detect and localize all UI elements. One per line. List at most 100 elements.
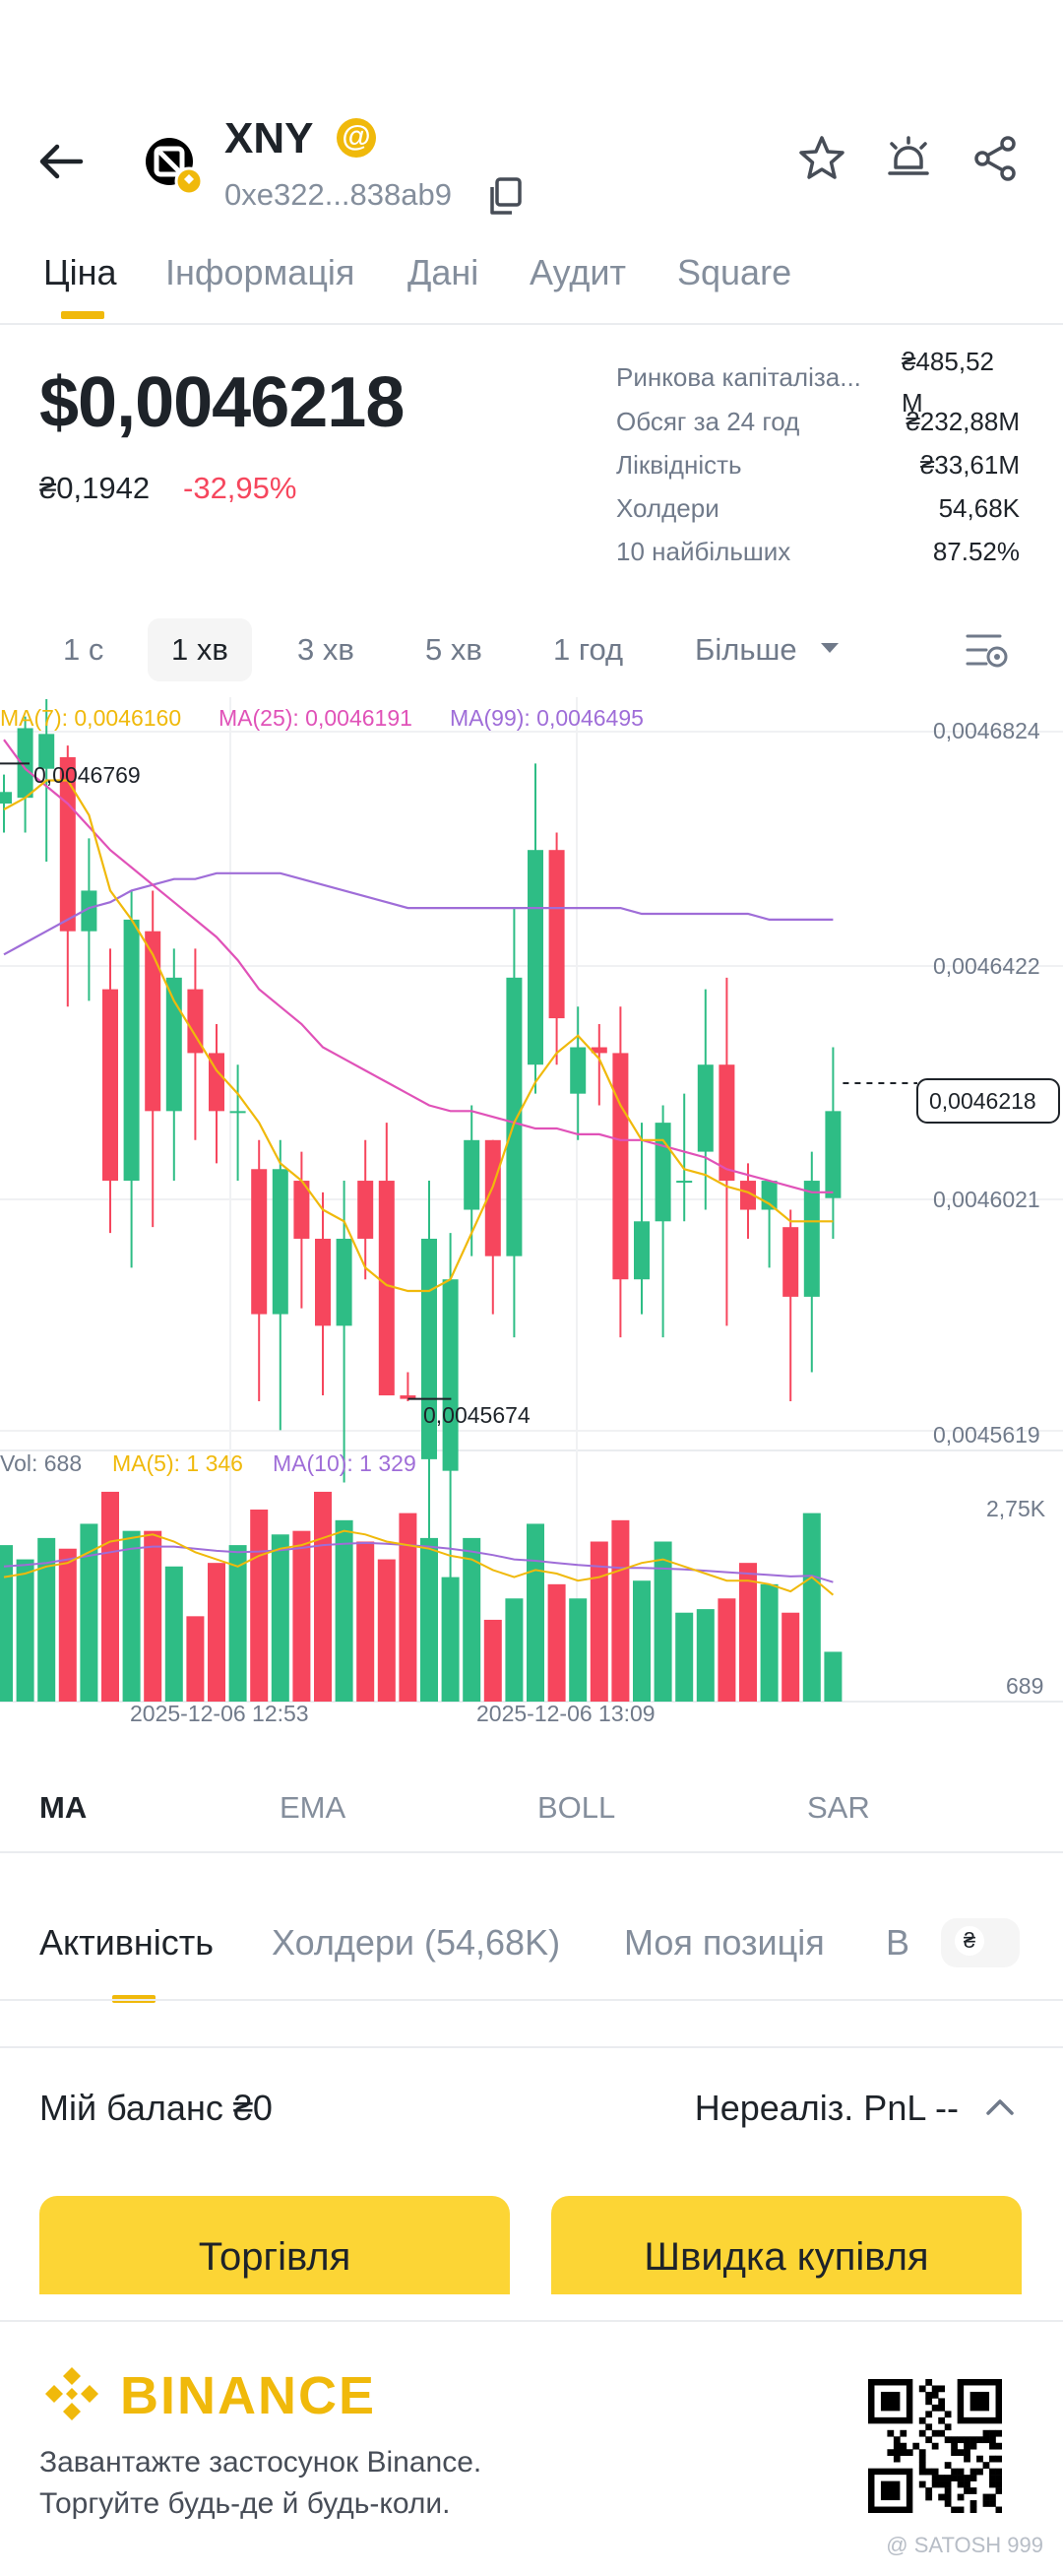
volume-bar [718,1598,736,1702]
qr-module [995,2429,1002,2437]
qr-module [938,2416,946,2424]
chart-settings-icon[interactable] [965,630,1010,670]
indicator-ma[interactable]: MA [39,1790,88,1825]
star-icon[interactable] [797,134,846,183]
volume-bar [208,1563,225,1702]
qr-module [918,2455,926,2463]
qr-module [938,2398,946,2406]
candle [315,1238,331,1326]
copy-icon[interactable] [484,175,524,217]
timeframe-1h[interactable]: 1 год [553,632,624,667]
qr-module [995,2480,1002,2488]
candle [825,1111,842,1198]
qr-module [969,2487,977,2494]
tab-more[interactable]: В [886,1922,910,1963]
y-tick-label: 0,0046422 [933,953,1040,979]
divider [0,323,1063,325]
stat-value-top10: 87.52% [932,537,1020,566]
tab-price[interactable]: Ціна [43,252,117,292]
volume-legend-ma10: MA(10): 1 329 [273,1450,416,1476]
tab-my-position[interactable]: Моя позиція [624,1922,825,1963]
qr-module [938,2475,946,2481]
candle [634,1221,650,1280]
volume-bar [547,1583,566,1702]
volume-bar [441,1577,460,1702]
volume-ma5-line [3,1529,835,1596]
candle [803,1181,820,1297]
qr-module [925,2487,933,2494]
qr-module [957,2506,965,2513]
price-chart[interactable]: MA(7): 0,0046160 MA(25): 0,0046191 MA(99… [0,697,1063,1733]
stat-label-liquidity: Ліквідність [616,450,742,480]
stat-value-liquidity: ₴33,61M [919,450,1020,480]
qr-module [918,2468,926,2476]
alert-icon[interactable] [884,134,933,183]
timeframe-5m[interactable]: 5 хв [425,632,482,667]
tab-square[interactable]: Square [677,252,792,292]
volume-bar [228,1545,247,1702]
volume-legend-ma5: MA(5): 1 346 [112,1450,243,1476]
candle [229,1111,246,1114]
indicator-boll[interactable]: BOLL [537,1790,616,1825]
timeframe-1m[interactable]: 1 хв [148,618,252,681]
tab-holders[interactable]: Холдери (54,68K) [272,1922,561,1963]
qr-module [976,2436,983,2444]
chart-labels: MA(7): 0,0046160 MA(25): 0,0046191 MA(99… [0,705,1060,1726]
stat-label-top10: 10 найбільших [616,537,791,566]
contract-address: 0xe322...838ab9 [224,177,452,212]
qr-module [944,2480,952,2488]
volume-bar [356,1541,375,1702]
quick-buy-button[interactable]: Швидка купівля [551,2196,1022,2294]
volume-bar [527,1523,544,1702]
volume-bar [186,1616,205,1702]
binance-logo-icon [45,2367,98,2420]
candle [506,977,523,1256]
indicator-ema[interactable]: EMA [280,1790,346,1825]
high-price-label: 0,0046769 [33,762,141,788]
chevron-up-icon[interactable] [984,2097,1016,2117]
qr-module [964,2449,970,2457]
volume-bar [463,1537,481,1702]
qr-module [893,2442,901,2450]
qr-module [957,2449,965,2457]
token-name: XNY [224,114,314,162]
qr-module [951,2436,958,2444]
volume-bar [696,1609,715,1702]
volume-bar [335,1519,353,1702]
candle [570,1047,587,1094]
qr-module [989,2436,996,2444]
divider [0,1851,1063,1853]
timeframe-1s[interactable]: 1 с [63,632,104,667]
stat-label-mcap: Ринкова капіталіза... [616,362,861,392]
back-arrow-icon[interactable] [37,142,85,181]
candles [0,699,842,1616]
candle [38,734,55,769]
volume-bar [611,1519,630,1702]
qr-module [931,2480,939,2488]
tab-info[interactable]: Інформація [165,252,355,292]
main-tabs: Ціна Інформація Дані Аудит Square [0,246,1063,325]
ma99-line [3,871,834,956]
tab-audit[interactable]: Аудит [530,252,627,292]
x-tick-label: 2025-12-06 13:09 [476,1701,656,1726]
volume-y-tick: 689 [1006,1673,1043,1699]
timeframe-more[interactable]: Більше [695,632,797,667]
volume-bar [824,1651,843,1702]
tab-activity[interactable]: Активність [39,1922,215,1963]
indicator-sar[interactable]: SAR [807,1790,870,1825]
currency-toggle[interactable]: ₴ [941,1918,1020,1967]
candle [102,989,118,1182]
timeframe-3m[interactable]: 3 хв [297,632,354,667]
tab-data[interactable]: Дані [407,252,479,292]
qr-module [964,2442,970,2450]
qr-module [938,2493,946,2501]
candle [81,890,97,932]
trade-button[interactable]: Торгівля [39,2196,510,2294]
qr-finder [880,2391,901,2412]
dropdown-arrow-icon[interactable] [819,640,841,656]
volume-bar [0,1545,13,1702]
share-icon[interactable] [970,134,1020,183]
qr-code-icon[interactable] [868,2379,1002,2513]
qr-module [918,2462,926,2469]
at-badge-icon: @ [337,118,376,158]
